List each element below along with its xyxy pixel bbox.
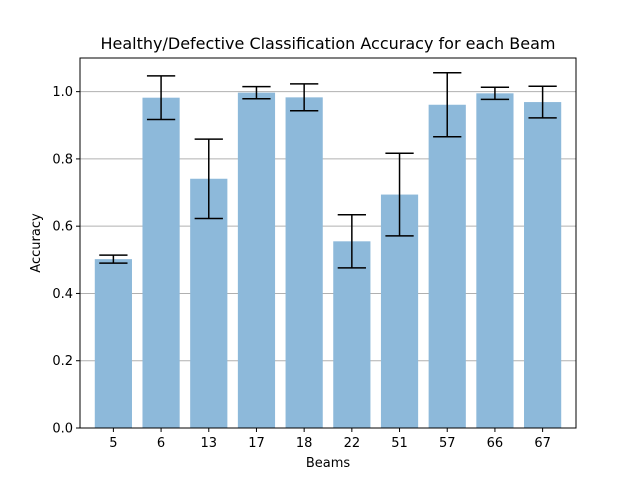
x-tick-label: 57 [439,436,456,451]
bar-66 [476,93,514,429]
bar-17 [237,92,276,429]
x-tick-label: 22 [344,436,361,451]
bars [94,92,562,429]
y-tick-label: 0.6 [52,220,73,235]
error-bars [99,72,557,269]
bar-6 [142,97,180,428]
x-axis-label: Beams [306,456,351,471]
y-tick-label: 1.0 [52,85,73,100]
chart-title: Healthy/Defective Classification Accurac… [100,34,555,53]
y-tick-label: 0.2 [52,354,73,369]
bar-13 [190,178,228,428]
y-tick-label: 0.8 [52,152,73,167]
y-axis-label: Accuracy [29,213,44,273]
x-tick-label: 6 [157,436,165,451]
x-tick-label: 18 [296,436,313,451]
x-tick-label: 66 [487,436,504,451]
bar-57 [428,104,466,428]
bar-5 [94,259,132,428]
x-tick-label: 13 [200,436,217,451]
bar-18 [285,97,323,428]
x-tick-label: 17 [248,436,265,451]
bar-22 [333,241,371,428]
x-tick-label: 51 [391,436,408,451]
y-tick-label: 0.4 [52,287,73,302]
x-tick-label: 67 [534,436,551,451]
x-tick-label: 5 [109,436,117,451]
plot-area-frame [79,57,577,429]
bar-67 [524,102,562,429]
y-tick-label: 0.0 [52,422,73,437]
axis-ticks: 0.0 0.2 0.4 0.6 0.8 1.0 5 6 13 17 18 22 51 57 66 67 [52,85,551,451]
